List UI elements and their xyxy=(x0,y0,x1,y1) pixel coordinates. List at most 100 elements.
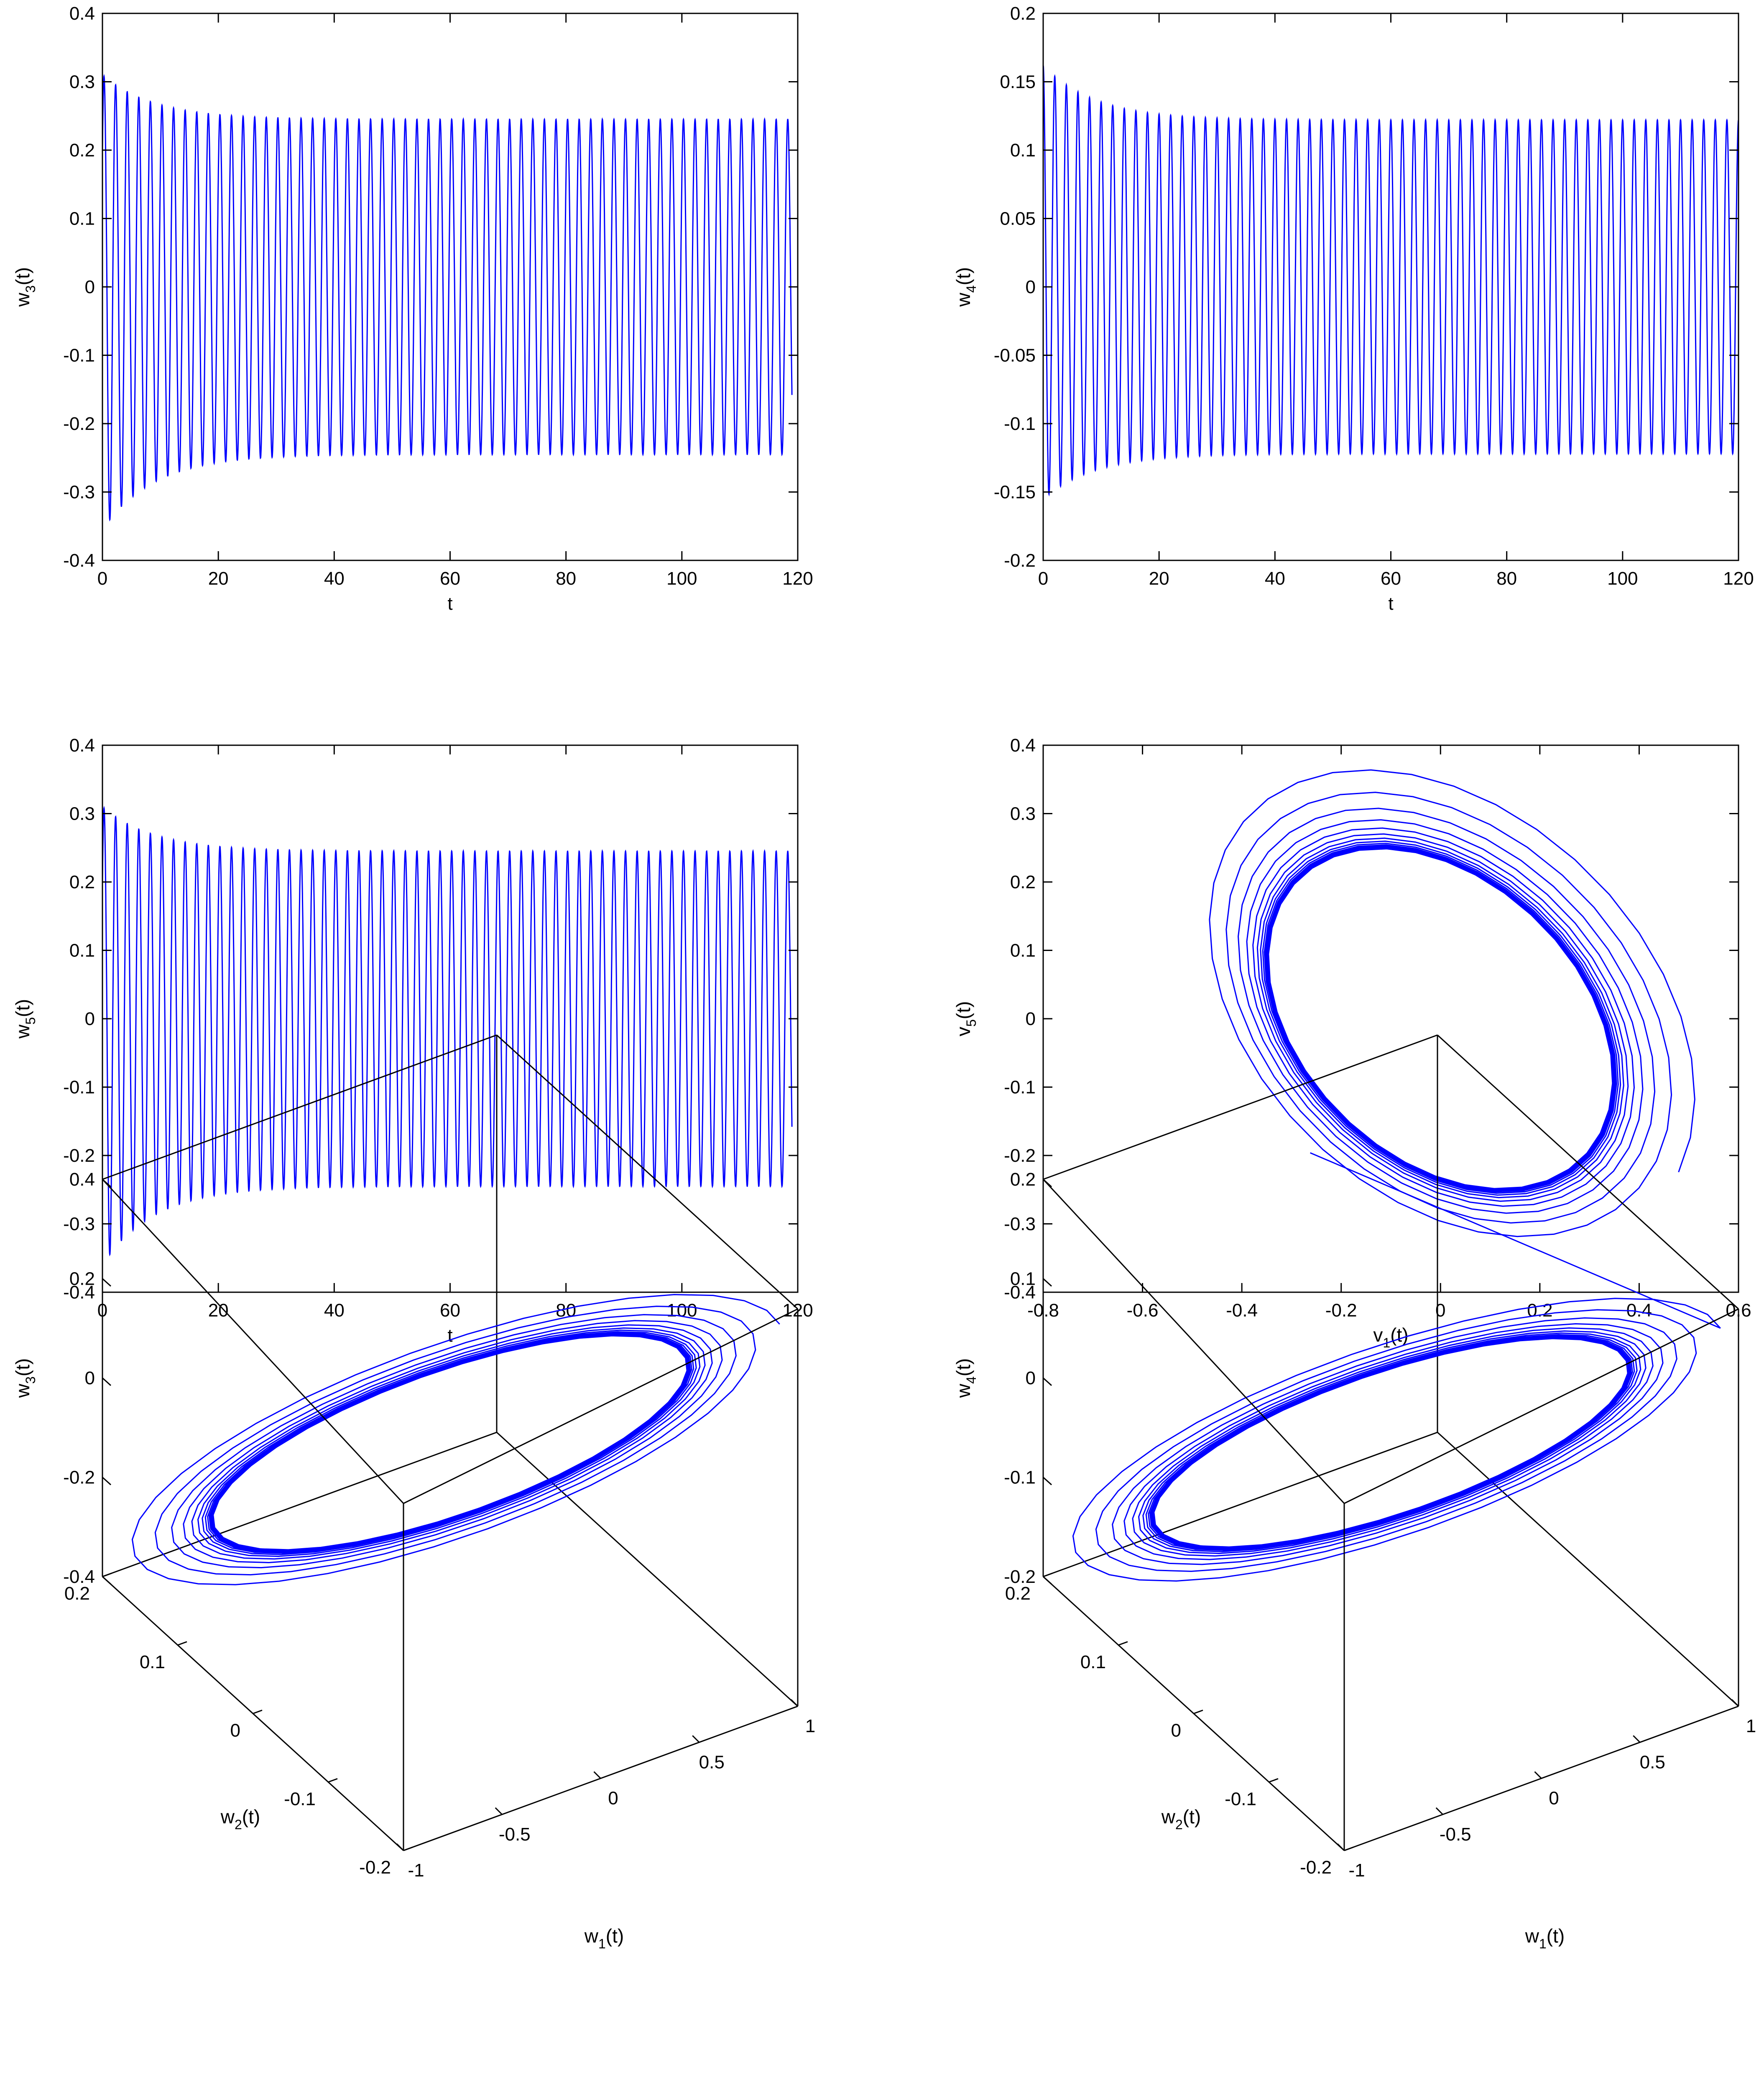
y-axis-label-v1v5-tail: (t) xyxy=(952,1001,974,1019)
x-tick-label-w5-2: 40 xyxy=(324,1300,345,1321)
y-tick-label-w4-6: 0.1 xyxy=(1010,140,1036,161)
y-axis-label-w5: w5(t) xyxy=(12,999,38,1039)
y-tick-label-w3-0: -0.4 xyxy=(63,550,95,571)
series-line-w4 xyxy=(1042,65,1739,497)
chart-w1w2w3: -0.4 -0.2 0 0.2 0.4 -0.2 -0.1 0 0.1 0.2 -1 -0.5 0 0.5… xyxy=(12,1034,815,1951)
x-axis-label-w4: t xyxy=(1388,593,1393,614)
w1-tick-label-w1w2w4-0: -1 xyxy=(1348,1860,1365,1881)
w2-axis-label-w1w2w3-tail: (t) xyxy=(242,1806,260,1828)
z-tick-w1w2w4-1 xyxy=(1042,1477,1052,1485)
box-edge-top-front-right-w1w2w3 xyxy=(403,1308,798,1504)
y-axis-label-w5-tail: (t) xyxy=(12,999,33,1017)
w1-tick-label-w1w2w3-1: -0.5 xyxy=(499,1824,531,1845)
box-edge-top-back-left-w1w2w3 xyxy=(102,1034,497,1180)
w2-tick-w1w2w3-4 xyxy=(102,1572,112,1577)
w1-tick-label-w1w2w4-4: 1 xyxy=(1746,1716,1756,1736)
y-axis-label-v1v5-sub: 5 xyxy=(964,1019,979,1027)
y-tick-label-w5-2: -0.2 xyxy=(63,1145,95,1166)
y-tick-label-w4-4: 0 xyxy=(1026,277,1036,297)
w2-tick-label-w1w2w3-0: -0.2 xyxy=(359,1857,391,1878)
plot-frame-w5 xyxy=(102,744,799,1293)
y-axis-label-v1v5-base: v xyxy=(952,1027,974,1036)
y-tick-label-v1v5-5: 0.1 xyxy=(1010,941,1036,961)
y-axis-label-w5-sub: 5 xyxy=(23,1017,38,1025)
w2-tick-w1w2w4-3 xyxy=(1118,1641,1128,1646)
z-tick-label-w1w2w4-2: 0 xyxy=(1026,1368,1036,1388)
series-line-w1w2w3 xyxy=(131,1294,780,1585)
w2-tick-w1w2w4-4 xyxy=(1043,1572,1053,1577)
y-tick-label-v1v5-8: 0.4 xyxy=(1010,735,1036,756)
z-tick-label-w1w2w4-3: 0.1 xyxy=(1010,1269,1036,1289)
w2-tick-w1w2w4-2 xyxy=(1193,1710,1203,1714)
y-tick-label-w5-3: -0.1 xyxy=(63,1077,95,1098)
y-axis-label-w4-sub: 4 xyxy=(964,285,979,293)
w1-tick-label-w1w2w4-2: 0 xyxy=(1549,1788,1559,1809)
w1-tick-w1w2w3-2 xyxy=(593,1771,601,1779)
w1-tick-w1w2w4-1 xyxy=(1435,1807,1443,1815)
y-axis-label-w3: w3(t) xyxy=(12,267,38,307)
w3-axis-label-w1w2w3-sub: 3 xyxy=(23,1376,38,1384)
w1-tick-w1w2w3-4 xyxy=(790,1699,799,1707)
y-tick-label-w4-1: -0.15 xyxy=(994,482,1036,503)
box-edge-top-front-right-w1w2w4 xyxy=(1344,1308,1739,1504)
y-tick-label-v1v5-2: -0.2 xyxy=(1004,1145,1036,1166)
w3-axis-label-w1w2w3-tail: (t) xyxy=(12,1358,33,1376)
y-tick-label-v1v5-6: 0.2 xyxy=(1010,872,1036,892)
y-tick-label-v1v5-7: 0.3 xyxy=(1010,804,1036,824)
w2-tick-w1w2w3-2 xyxy=(253,1710,263,1714)
x-tick-label-w4-5: 100 xyxy=(1607,568,1638,589)
x-tick-label-w3-0: 0 xyxy=(97,568,107,589)
w2-axis-label-w1w2w4-tail: (t) xyxy=(1183,1806,1201,1828)
w2-tick-label-w1w2w3-4: 0.2 xyxy=(64,1583,90,1604)
w1-axis-label-w1w2w3-base: w xyxy=(584,1925,599,1947)
w2-tick-w1w2w4-0 xyxy=(1344,1846,1354,1851)
x-tick-label-w4-2: 40 xyxy=(1265,568,1285,589)
z-tick-w1w2w4-2 xyxy=(1042,1377,1052,1386)
x-tick-label-w4-3: 60 xyxy=(1381,568,1401,589)
y-tick-label-w5-0: -0.4 xyxy=(63,1282,95,1303)
box-edge-back-right-w1w2w3 xyxy=(496,1431,799,1707)
w2-axis-label-w1w2w3-base: w xyxy=(220,1806,235,1828)
y-axis-label-w3-base: w xyxy=(12,292,33,307)
box-edge-back-bottom-w1w2w4 xyxy=(1043,1431,1438,1577)
w1-tick-label-w1w2w3-3: 0.5 xyxy=(699,1752,725,1772)
y-tick-label-w5-4: 0 xyxy=(85,1009,95,1029)
w1-axis-label-w1w2w4-base: w xyxy=(1525,1925,1539,1947)
y-tick-label-w3-8: 0.4 xyxy=(69,3,95,24)
y-tick-label-w4-2: -0.1 xyxy=(1004,414,1036,434)
y-tick-label-w4-3: -0.05 xyxy=(994,345,1036,366)
y-tick-label-w4-0: -0.2 xyxy=(1004,550,1036,571)
y-tick-label-v1v5-1: -0.3 xyxy=(1004,1214,1036,1235)
chart-w1w2w4: -0.2-0.100.10.2-0.2-0.100.10.2-1-0.500.5… xyxy=(952,1034,1756,1951)
w2-axis-label-w1w2w4-base: w xyxy=(1161,1806,1176,1828)
w1-axis-label-w1w2w3-tail: (t) xyxy=(606,1925,624,1947)
w2-tick-label-w1w2w4-0: -0.2 xyxy=(1300,1857,1332,1878)
x-tick-label-w5-5: 100 xyxy=(666,1300,697,1321)
w2-tick-label-w1w2w3-3: 0.1 xyxy=(140,1652,165,1672)
x-tick-label-w3-6: 120 xyxy=(782,568,813,589)
w2-tick-label-w1w2w4-3: 0.1 xyxy=(1080,1652,1106,1672)
series-line-v1v5 xyxy=(1209,769,1695,1237)
w1-axis-label-w1w2w4-tail: (t) xyxy=(1547,1925,1565,1947)
x-tick-label-v1v5-3: -0.2 xyxy=(1325,1300,1357,1321)
box-edge-top-back-left-w1w2w4 xyxy=(1043,1034,1438,1180)
y-tick-label-w3-2: -0.2 xyxy=(63,414,95,434)
y-tick-label-v1v5-3: -0.1 xyxy=(1004,1077,1036,1098)
y-tick-label-v1v5-0: -0.4 xyxy=(1004,1282,1036,1303)
z-tick-w1w2w4-0 xyxy=(1042,1576,1052,1585)
x-axis-label-w3: t xyxy=(447,593,452,614)
plot-frame-v1v5 xyxy=(1042,744,1739,1293)
x-tick-label-w4-0: 0 xyxy=(1038,568,1048,589)
w1-tick-w1w2w3-3 xyxy=(692,1735,700,1743)
w3-axis-label-w1w2w4-base: w xyxy=(952,1383,974,1398)
z-tick-label-w1w2w4-0: -0.2 xyxy=(1004,1567,1036,1587)
y-axis-label-w4-tail: (t) xyxy=(952,267,974,285)
w1-axis-label-w1w2w4: w1(t) xyxy=(1525,1925,1565,1951)
w2-axis-label-w1w2w3-sub: 2 xyxy=(235,1817,242,1832)
y-tick-label-w4-5: 0.05 xyxy=(1000,209,1036,229)
y-tick-label-w5-1: -0.3 xyxy=(63,1214,95,1235)
x-axis-label-v1v5-tail: (t) xyxy=(1390,1324,1408,1346)
box-edge-top-back-right-w1w2w4 xyxy=(1437,1034,1739,1310)
z-tick-w1w2w3-3 xyxy=(102,1278,112,1287)
z-tick-label-w1w2w4-4: 0.2 xyxy=(1010,1169,1036,1190)
